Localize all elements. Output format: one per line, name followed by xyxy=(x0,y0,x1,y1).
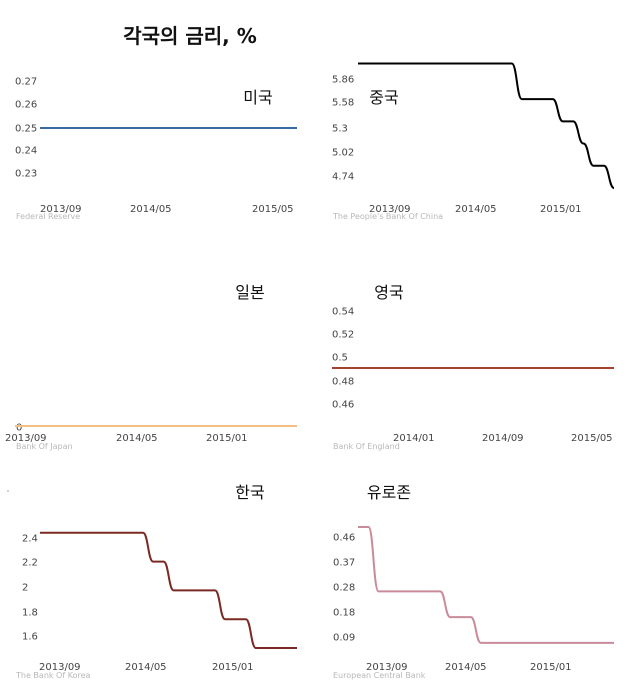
y-tick-label: 0.26 xyxy=(15,100,37,111)
series-line xyxy=(358,526,614,644)
x-tick-label: 2014/01 xyxy=(393,433,435,444)
x-tick-label: 2015/01 xyxy=(212,662,254,673)
x-tick-label: 2013/09 xyxy=(369,204,411,215)
chart-panel: 영국 0.54 0.52 0.5 0.48 0.46 2014/01 2014/09 2015/… xyxy=(332,283,614,451)
y-tick-label: 0.5 xyxy=(332,353,348,364)
y-tick-label: 0.46 xyxy=(333,533,355,544)
x-tick-label: 2015/01 xyxy=(206,433,248,444)
source-label: The People's Bank Of China xyxy=(332,212,443,221)
y-tick-label: 0.46 xyxy=(332,400,354,411)
y-tick-label: 2.2 xyxy=(22,558,38,569)
x-tick-label: 2015/01 xyxy=(540,204,582,215)
y-tick-label: 1.8 xyxy=(22,608,38,619)
y-tick-label: 5.86 xyxy=(332,75,354,86)
x-tick-label: 2014/09 xyxy=(482,433,524,444)
chart-title: 미국 xyxy=(243,88,272,107)
chart-panel: 미국 0.27 0.26 0.25 0.24 0.23 2013/09 2014/05 2015… xyxy=(15,77,297,221)
x-tick-label: 2013/09 xyxy=(39,662,81,673)
y-tick-label: 0.28 xyxy=(333,583,355,594)
x-tick-label: 2013/09 xyxy=(366,662,408,673)
y-tick-label: 0.37 xyxy=(333,558,355,569)
chart-title: 일본 xyxy=(235,283,264,302)
y-tick-label: 0.24 xyxy=(15,146,37,157)
chart-panel: 유로존 0.46 0.37 0.28 0.18 0.09 2013/09 2014/05 201… xyxy=(333,483,614,680)
y-tick-label: 0.09 xyxy=(333,633,355,644)
x-tick-label: 2014/05 xyxy=(116,433,158,444)
y-tick-label: 0.18 xyxy=(333,608,355,619)
stray-dot xyxy=(7,490,9,492)
y-tick-label: 5.58 xyxy=(332,98,354,109)
x-tick-label: 2013/09 xyxy=(40,204,82,215)
source-label: Bank Of Japan xyxy=(16,442,73,451)
y-tick-label: 0.23 xyxy=(15,169,37,180)
source-label: Bank Of England xyxy=(333,442,400,451)
x-tick-label: 2014/05 xyxy=(455,204,497,215)
x-tick-label: 2015/01 xyxy=(530,662,572,673)
chart-title: 한국 xyxy=(235,483,264,502)
y-tick-label: 2.4 xyxy=(22,534,38,545)
y-tick-label: 0.52 xyxy=(332,330,354,341)
y-tick-label: 5.3 xyxy=(332,124,348,135)
x-tick-label: 2014/05 xyxy=(130,204,172,215)
x-tick-label: 2013/09 xyxy=(5,433,47,444)
y-tick-label: 0.54 xyxy=(332,307,354,318)
chart-panel: 한국 2.4 2.2 2 1.8 1.6 2013/09 2014/05 2015/01 The … xyxy=(15,483,297,680)
source-label: Federal Reserve xyxy=(16,212,80,221)
x-tick-label: 2014/05 xyxy=(445,662,487,673)
x-tick-label: 2014/05 xyxy=(125,662,167,673)
chart-title: 중국 xyxy=(369,88,398,107)
y-tick-label: 2 xyxy=(22,583,28,594)
y-tick-label: 0.48 xyxy=(332,377,354,388)
x-tick-label: 2015/05 xyxy=(571,433,613,444)
chart-title: 영국 xyxy=(374,283,403,302)
page-title: 각국의 금리, % xyxy=(123,24,257,48)
series-line xyxy=(40,531,297,649)
y-tick-label: 5.02 xyxy=(332,148,354,159)
source-label: The Bank Of Korea xyxy=(15,671,90,680)
series-line xyxy=(358,62,615,189)
y-tick-label: 0 xyxy=(16,423,22,434)
y-tick-label: 4.74 xyxy=(332,172,354,183)
y-tick-label: 0.25 xyxy=(15,124,37,135)
y-tick-label: 1.6 xyxy=(22,632,38,643)
x-tick-label: 2015/05 xyxy=(252,204,294,215)
source-label: European Central Bank xyxy=(333,671,426,680)
y-tick-label: 0.27 xyxy=(15,77,37,88)
chart-panel: 중국 5.86 5.58 5.3 5.02 4.74 2013/09 2014/05 2015/… xyxy=(332,62,615,221)
chart-title: 유로존 xyxy=(367,483,411,502)
